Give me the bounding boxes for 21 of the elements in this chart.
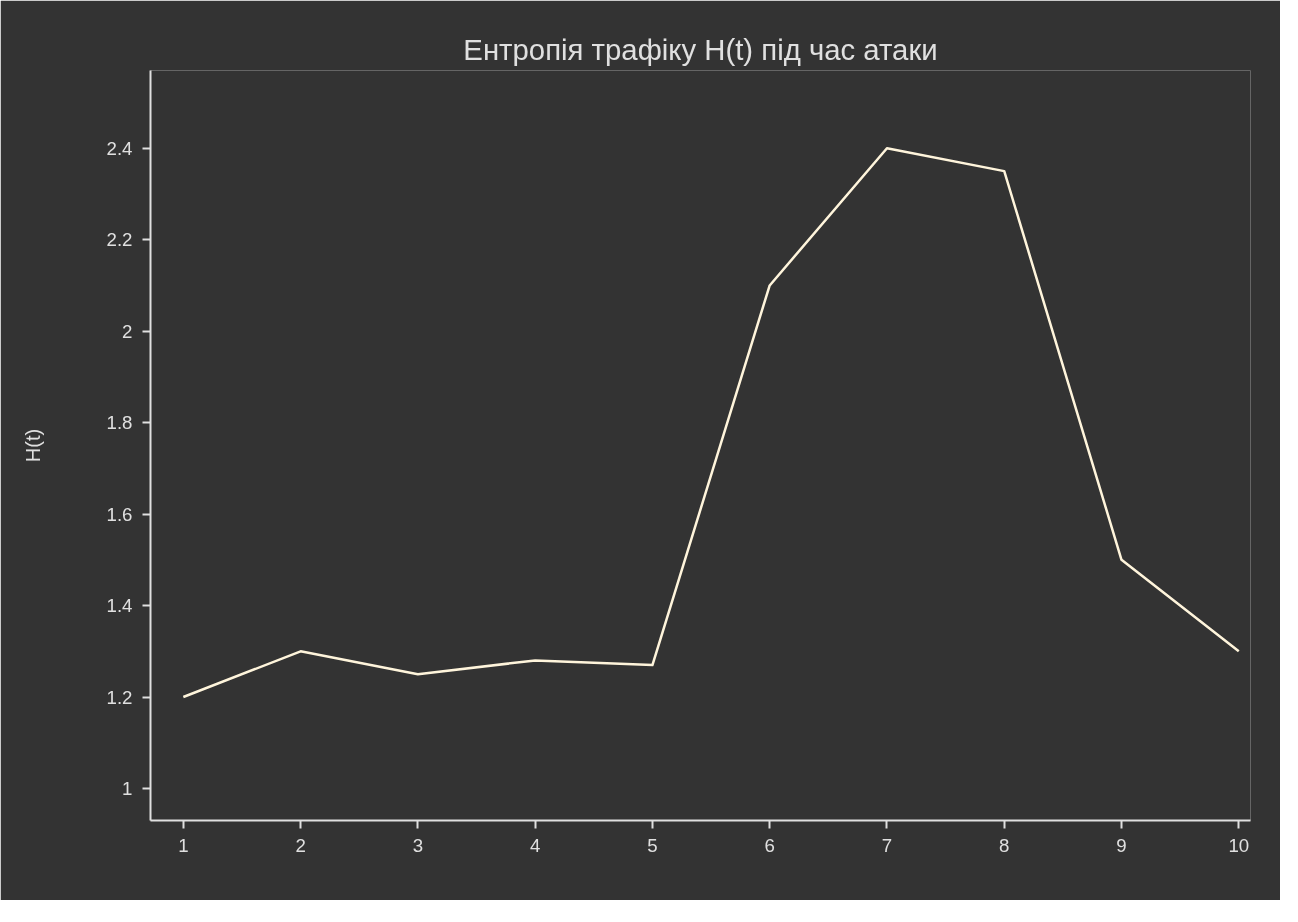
- y-tick-label: 2.4: [106, 137, 133, 159]
- x-tick-label: 10: [1228, 834, 1250, 856]
- x-tick-label: 4: [529, 834, 541, 856]
- x-tick-label: 3: [412, 834, 424, 856]
- y-tick-label: 1.4: [106, 595, 133, 617]
- x-tick-label: 8: [999, 834, 1010, 856]
- x-tick-label: 6: [764, 834, 775, 856]
- y-tick-label: 1.8: [106, 412, 133, 434]
- x-tick-label: 5: [647, 834, 658, 856]
- y-axis-title: H(t): [21, 428, 44, 463]
- x-tick-label: 2: [295, 834, 306, 856]
- line-series: [182, 146, 1241, 699]
- y-tick-label: 2.2: [106, 229, 133, 251]
- x-tick-label: 1: [178, 834, 189, 856]
- y-tick-label: 2: [122, 320, 133, 342]
- chart-title: Ентропія трафіку H(t) під час атаки: [463, 32, 938, 66]
- y-tick-label: 1: [122, 777, 133, 799]
- y-tick-label: 1.6: [106, 503, 133, 525]
- y-tick-label: 1.2: [106, 686, 133, 708]
- x-tick-label: 7: [881, 834, 893, 856]
- x-tick-label: 9: [1116, 834, 1127, 856]
